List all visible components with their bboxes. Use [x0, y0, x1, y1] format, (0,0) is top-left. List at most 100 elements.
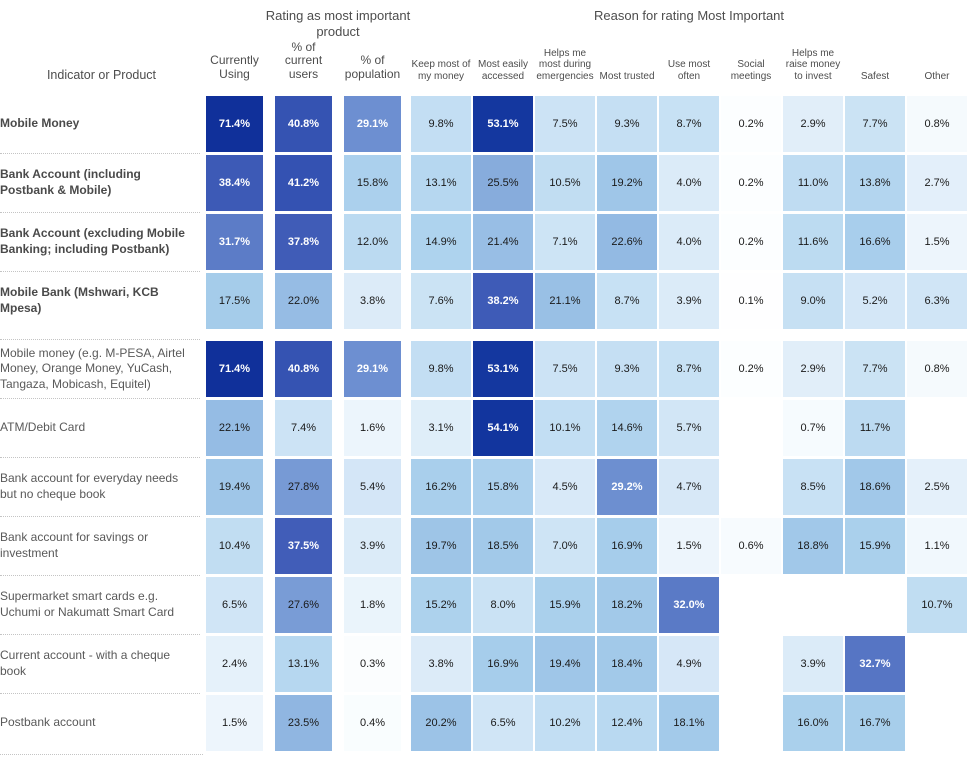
heatmap-cell: 18.4% [597, 636, 657, 692]
heatmap-cell: 27.6% [275, 577, 332, 633]
table-row: Postbank account 1.5% 23.5% 0.4% 20.2% 6.5% 10… [0, 693, 974, 751]
heatmap-cell: 1.8% [344, 577, 401, 633]
heatmap-cell: 53.1% [473, 341, 533, 397]
heatmap-cell: 40.8% [275, 341, 332, 397]
heatmap-cell: 22.6% [597, 214, 657, 270]
heatmap-cell: 10.4% [206, 518, 263, 574]
heatmap-cell: 41.2% [275, 155, 332, 211]
heatmap-cell [907, 400, 967, 456]
row-label: Bank account for savings or investment [0, 516, 203, 574]
heatmap-cell [845, 577, 905, 633]
heatmap-cell: 11.0% [783, 155, 843, 211]
heatmap-cell: 0.2% [721, 214, 781, 270]
heatmap-cell: 15.8% [344, 155, 401, 211]
heatmap-cell: 20.2% [411, 695, 471, 751]
heatmap-cell: 12.0% [344, 214, 401, 270]
heatmap-cell: 19.2% [597, 155, 657, 211]
heatmap-cell [907, 636, 967, 692]
row-label: Mobile Bank (Mshwari, KCB Mpesa) [0, 271, 203, 329]
heatmap-cell: 3.8% [411, 636, 471, 692]
heatmap-cell: 10.5% [535, 155, 595, 211]
heatmap-cell: 15.8% [473, 459, 533, 515]
heatmap-cell: 13.1% [411, 155, 471, 211]
heatmap-cell: 29.1% [344, 341, 401, 397]
row-label: Current account - with a cheque book [0, 634, 203, 692]
heatmap-cell: 71.4% [206, 341, 263, 397]
heatmap-cell: 16.9% [597, 518, 657, 574]
heatmap-cell: 0.7% [783, 400, 843, 456]
heatmap-cell: 22.1% [206, 400, 263, 456]
heatmap-cell: 7.6% [411, 273, 471, 329]
heatmap-cell: 18.1% [659, 695, 719, 751]
column-header-pct-current-users: % of current users [284, 39, 323, 82]
heatmap-cell: 3.9% [344, 518, 401, 574]
heatmap-cell: 7.5% [535, 96, 595, 152]
table-row: Current account - with a cheque book 2.4%… [0, 634, 974, 692]
heatmap-cell: 0.2% [721, 155, 781, 211]
heatmap-cell: 27.8% [275, 459, 332, 515]
heatmap-cell: 3.8% [344, 273, 401, 329]
heatmap-cell: 54.1% [473, 400, 533, 456]
heatmap-cell: 1.5% [907, 214, 967, 270]
heatmap-cell: 16.2% [411, 459, 471, 515]
heatmap-cell: 6.3% [907, 273, 967, 329]
column-header-currently-using: Currently Using [210, 53, 259, 82]
heatmap-cell: 8.5% [783, 459, 843, 515]
heatmap-cell: 13.8% [845, 155, 905, 211]
heatmap-cell: 3.9% [659, 273, 719, 329]
column-header-other: Other [924, 70, 950, 82]
heatmap-cell: 14.9% [411, 214, 471, 270]
heatmap-cell [907, 695, 967, 751]
heatmap-cell: 4.5% [535, 459, 595, 515]
heatmap-cell: 9.8% [411, 341, 471, 397]
table-row: Bank account for everyday needs but no c… [0, 457, 974, 515]
table-row: Mobile Money 71.4% 40.8% 29.1% 9.8% 53.1% 7.5%… [0, 96, 974, 152]
heatmap-cell [721, 577, 781, 633]
heatmap-cell: 4.7% [659, 459, 719, 515]
heatmap-cell: 16.0% [783, 695, 843, 751]
table-row: Mobile money (e.g. M-PESA, Airtel Money,… [0, 339, 974, 397]
heatmap-cell: 15.2% [411, 577, 471, 633]
heatmap-cell: 3.9% [783, 636, 843, 692]
heatmap-cell: 0.2% [721, 341, 781, 397]
heatmap-cell: 23.5% [275, 695, 332, 751]
heatmap-cell: 8.7% [659, 96, 719, 152]
heatmap-cell: 37.5% [275, 518, 332, 574]
heatmap-cell: 21.4% [473, 214, 533, 270]
heatmap-cell: 0.8% [907, 96, 967, 152]
column-header-raise-money: Helps me raise money to invest [785, 47, 841, 82]
heatmap-cell: 6.5% [206, 577, 263, 633]
table-row: Bank Account (including Postbank & Mobil… [0, 153, 974, 211]
heatmap-cell: 18.2% [597, 577, 657, 633]
heatmap-cell: 10.1% [535, 400, 595, 456]
heatmap-cell: 0.1% [721, 273, 781, 329]
heatmap-cell [783, 577, 843, 633]
row-label: Bank Account (including Postbank & Mobil… [0, 153, 203, 211]
heatmap-cell [721, 695, 781, 751]
table-row: ATM/Debit Card 22.1% 7.4% 1.6% 3.1% 54.1% 10.1… [0, 398, 974, 456]
heatmap-cell: 11.7% [845, 400, 905, 456]
heatmap-cell: 1.5% [659, 518, 719, 574]
heatmap-cell: 38.2% [473, 273, 533, 329]
heatmap-cell: 8.7% [597, 273, 657, 329]
heatmap-cell: 18.5% [473, 518, 533, 574]
heatmap-cell: 1.5% [206, 695, 263, 751]
heatmap-cell: 2.9% [783, 341, 843, 397]
heatmap-cell: 5.2% [845, 273, 905, 329]
heatmap-cell: 8.7% [659, 341, 719, 397]
heatmap-cell: 15.9% [845, 518, 905, 574]
heatmap-cell: 9.3% [597, 96, 657, 152]
heatmap-cell: 32.7% [845, 636, 905, 692]
heatmap-cell: 71.4% [206, 96, 263, 152]
heatmap-cell [721, 400, 781, 456]
heatmap-cell: 1.1% [907, 518, 967, 574]
heatmap-cell: 9.3% [597, 341, 657, 397]
column-header-keep-money: Keep most of my money [411, 59, 471, 82]
heatmap-cell: 18.6% [845, 459, 905, 515]
row-label: Bank Account (excluding Mobile Banking; … [0, 212, 203, 270]
column-header-safest: Safest [860, 70, 890, 82]
heatmap-cell: 22.0% [275, 273, 332, 329]
heatmap-cell: 15.9% [535, 577, 595, 633]
heatmap-cell: 0.2% [721, 96, 781, 152]
table-body: Mobile Money 71.4% 40.8% 29.1% 9.8% 53.1% 7.5%… [0, 96, 974, 751]
